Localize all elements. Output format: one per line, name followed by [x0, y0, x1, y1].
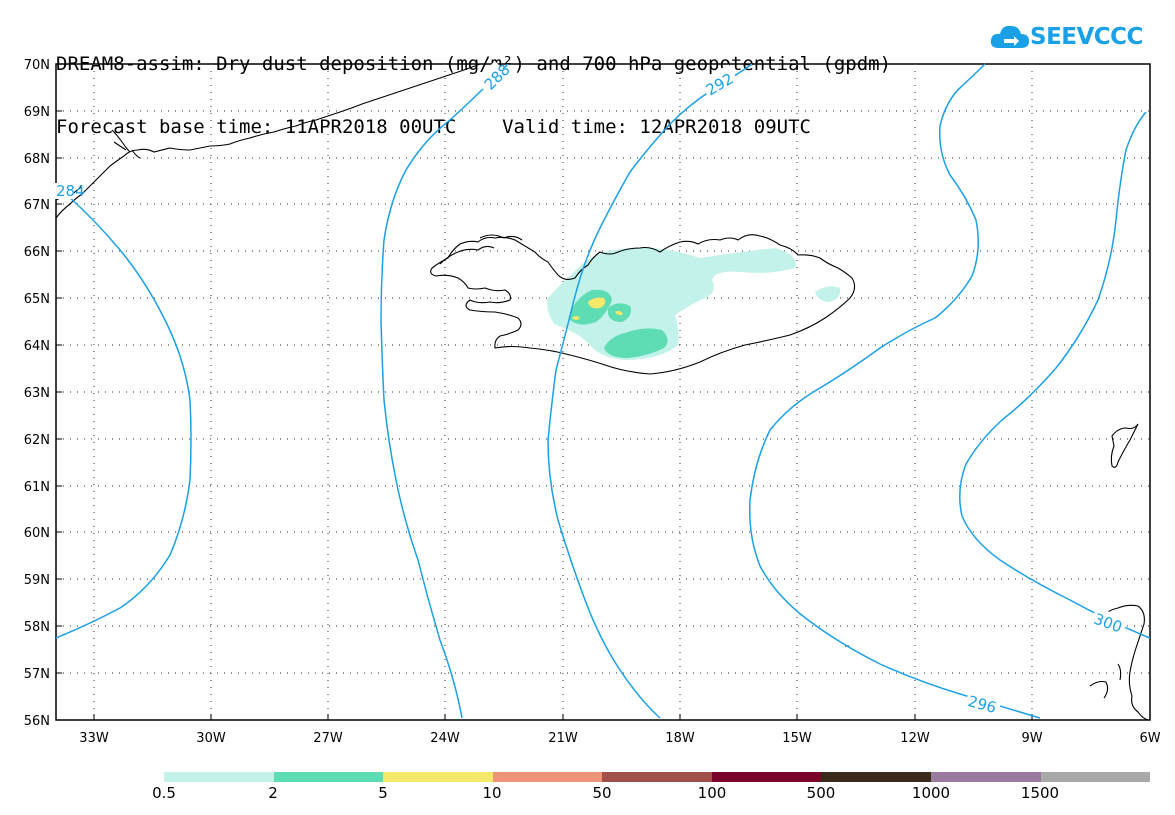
lon-label: 24W [430, 731, 460, 746]
lat-label: 65N [24, 292, 50, 307]
lat-label: 64N [24, 339, 50, 354]
coastlines [55, 63, 1149, 721]
contour-label: 284 [56, 182, 85, 200]
seevccc-logo: SEEVCCC [990, 18, 1143, 58]
logo-text: SEEVCCC [1030, 24, 1143, 50]
lat-label: 69N [24, 105, 50, 120]
scotland-coastline [1089, 604, 1149, 721]
lon-label: 21W [548, 731, 578, 746]
legend-swatch [821, 772, 931, 782]
lat-label: 58N [24, 620, 50, 635]
contour-label-bg [1089, 607, 1129, 638]
dust-area-5 [588, 297, 606, 309]
lat-label: 70N [24, 58, 50, 73]
dust-area-5-small2 [615, 310, 623, 316]
contour-label: 296 [966, 692, 998, 717]
longitude-ticks [93, 714, 1033, 720]
lon-label: 12W [900, 731, 930, 746]
lon-label: 6W [1139, 731, 1160, 746]
title-line-2: Forecast base time: 11APR2018 00UTC Vali… [56, 116, 811, 138]
legend-label: 2 [268, 784, 278, 802]
lat-label: 61N [24, 480, 50, 495]
legend-swatch [930, 772, 1041, 782]
contour-300 [959, 111, 1151, 639]
legend-label: 500 [806, 784, 836, 802]
legend-swatch [492, 772, 603, 782]
contour-288 [380, 63, 509, 719]
contour-label-bg [475, 61, 509, 95]
legend-swatch [273, 772, 384, 782]
contour-292 [547, 63, 753, 719]
iceland-coastline [430, 234, 856, 375]
lat-label: 67N [24, 198, 50, 213]
color-legend [164, 772, 1151, 782]
lat-label: 66N [24, 245, 50, 260]
contour-label: 300 [1091, 610, 1124, 637]
lat-label: 68N [24, 152, 50, 167]
contour-label-bg [52, 183, 74, 199]
lon-label: 33W [79, 731, 109, 746]
lat-label: 56N [24, 714, 50, 729]
dust-area-0.5-ne [720, 257, 784, 271]
lon-label: 18W [665, 731, 695, 746]
contour-label-bg [699, 64, 739, 99]
lat-label: 59N [24, 573, 50, 588]
faroe-islands [1110, 423, 1139, 468]
legend-label: 100 [697, 784, 727, 802]
longitude-labels: 33W 30W 27W 24W 21W 18W 15W 12W 9W 6W [79, 731, 1160, 746]
dust-deposition-field [547, 247, 841, 360]
iceland-west-fjords [439, 234, 523, 265]
greenland-fjords [55, 129, 141, 201]
contour-labels: 284 288 292 296 300 [52, 61, 1129, 718]
legend-swatch [1040, 772, 1151, 782]
contour-296 [748, 63, 1041, 719]
lat-label: 62N [24, 433, 50, 448]
contour-284 [55, 195, 192, 639]
legend-swatch [164, 772, 274, 782]
legend-swatch [383, 772, 493, 782]
dust-area-5-small [572, 316, 580, 320]
dust-area-0.5-east [815, 286, 841, 302]
dust-area-2-south [604, 328, 668, 358]
lat-label: 60N [24, 526, 50, 541]
longitude-gridlines [93, 64, 1033, 720]
lon-label: 15W [782, 731, 812, 746]
legend-label: 1000 [911, 784, 951, 802]
greenland-coastline [55, 63, 481, 219]
cloud-arrow-icon [990, 25, 1029, 48]
legend-label: 10 [482, 784, 502, 802]
legend-swatch [711, 772, 822, 782]
lat-label: 63N [24, 386, 50, 401]
contour-label-bg [964, 689, 1003, 718]
legend-swatch [602, 772, 712, 782]
lat-label: 57N [24, 667, 50, 682]
legend-label: 5 [378, 784, 388, 802]
lon-label: 27W [313, 731, 343, 746]
lon-label: 9W [1021, 731, 1042, 746]
latitude-gridlines [56, 110, 1150, 674]
geopotential-contours [55, 63, 1151, 719]
legend-label: 50 [592, 784, 612, 802]
latitude-labels: 70N 69N 68N 67N 66N 65N 64N 63N 62N 61N … [24, 58, 50, 729]
legend-label: 1500 [1020, 784, 1060, 802]
latitude-ticks [56, 63, 62, 674]
legend-label: 0.5 [152, 784, 176, 802]
lon-label: 30W [196, 731, 226, 746]
dust-area-0.5 [547, 247, 796, 360]
